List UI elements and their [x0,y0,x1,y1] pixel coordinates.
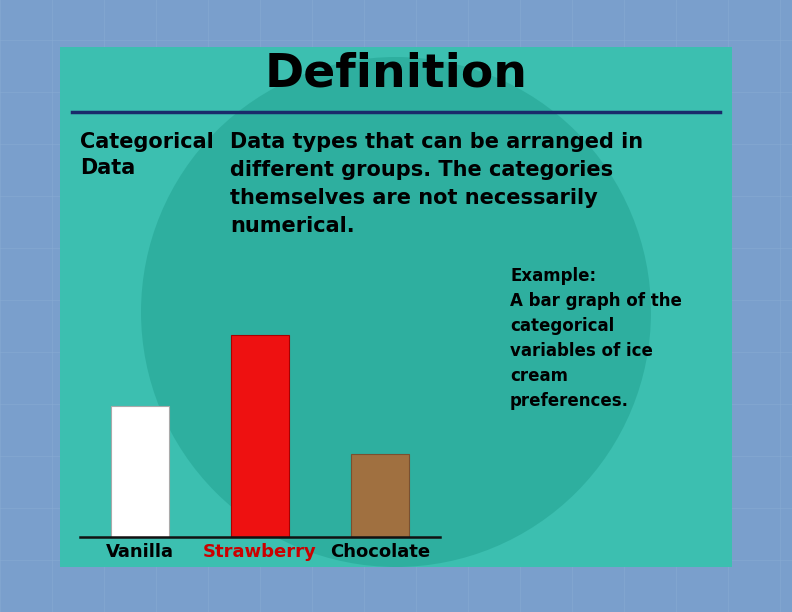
Text: Definition: Definition [265,51,527,97]
Bar [231,335,289,537]
Bar [111,406,169,537]
Text: Data types that can be arranged in
different groups. The categories
themselves a: Data types that can be arranged in diffe… [230,132,643,236]
Bar [351,453,409,537]
Text: Example:
A bar graph of the
categorical
variables of ice
cream
preferences.: Example: A bar graph of the categorical … [510,267,682,410]
Circle shape [141,57,651,567]
FancyBboxPatch shape [60,47,732,567]
Text: Categorical
Data: Categorical Data [80,132,214,179]
